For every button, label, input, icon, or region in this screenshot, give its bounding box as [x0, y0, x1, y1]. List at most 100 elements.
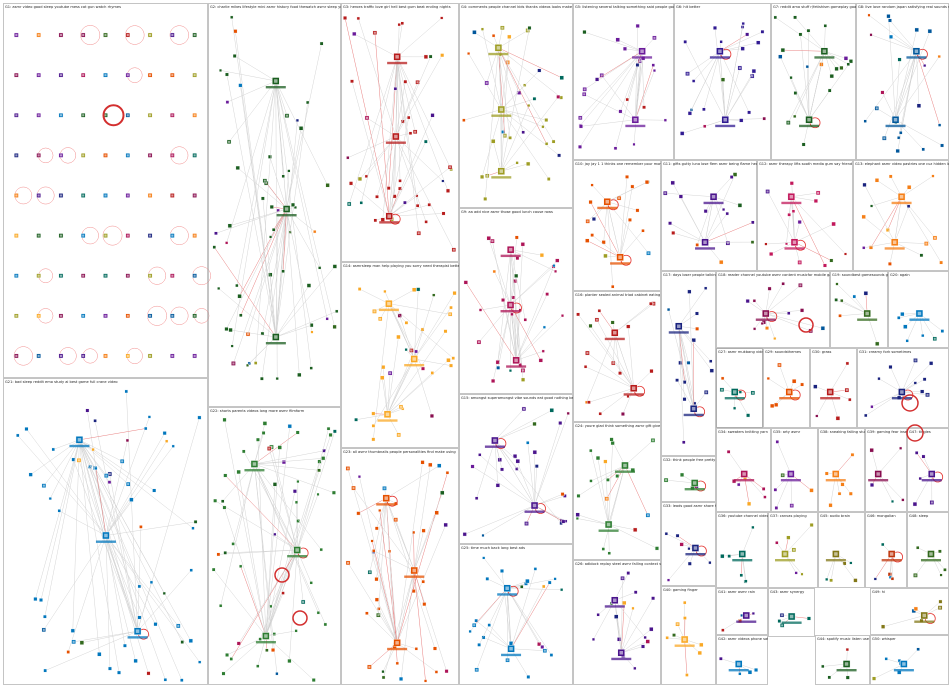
node [801, 142, 806, 147]
edge [254, 423, 266, 465]
edge [105, 440, 128, 536]
node-glyph [104, 234, 107, 237]
hub-label-bar [836, 669, 857, 672]
node [905, 339, 909, 343]
panel-label: G40: gaming finger [663, 588, 698, 592]
edge [829, 391, 839, 419]
node [57, 509, 61, 513]
node [613, 146, 618, 151]
self-loop-edge [13, 346, 33, 366]
node-glyph [171, 33, 174, 37]
node [538, 358, 543, 363]
edge [296, 549, 304, 602]
node-glyph [149, 33, 152, 37]
node [781, 282, 785, 286]
panel-label: G41: asmr asmr rain [718, 590, 755, 594]
edge [81, 630, 138, 643]
edge [464, 505, 535, 535]
node [392, 194, 397, 199]
panel-g43: G43: asmr synergy [768, 588, 815, 637]
edge [891, 553, 893, 579]
node [357, 176, 363, 182]
node [287, 658, 292, 664]
panel-g28 [716, 348, 763, 428]
node [938, 599, 943, 604]
hub-label-bar [488, 52, 509, 56]
node [835, 416, 841, 421]
node [416, 287, 421, 292]
edge [501, 109, 504, 133]
node [939, 260, 944, 265]
edge [374, 32, 390, 217]
node [357, 287, 362, 291]
node [823, 24, 828, 28]
node [721, 628, 725, 632]
node [268, 272, 273, 277]
panel-label: G15: amongst superamongst vibe sounds ea… [461, 396, 601, 400]
node [691, 338, 696, 343]
edge [254, 463, 334, 493]
node [520, 242, 525, 247]
edge [621, 629, 652, 653]
edge [673, 232, 706, 243]
edge [498, 47, 562, 78]
edge [895, 31, 931, 120]
node-glyph [491, 240, 494, 243]
node [546, 177, 551, 181]
edge [79, 439, 166, 680]
node-glyph [525, 522, 528, 525]
node [628, 217, 632, 222]
node [556, 94, 561, 99]
node-glyph [127, 483, 130, 486]
edge [26, 428, 107, 536]
node [914, 27, 919, 33]
node [346, 156, 350, 160]
node [482, 556, 486, 560]
node [687, 289, 692, 294]
edge [743, 473, 750, 504]
node [626, 324, 631, 329]
hub-node-glyph [493, 438, 497, 443]
node [861, 214, 866, 219]
edge [478, 588, 508, 645]
node [940, 329, 945, 333]
node [672, 633, 676, 637]
node [219, 68, 223, 72]
node [501, 298, 506, 303]
node [848, 491, 853, 496]
node [643, 635, 647, 640]
node [198, 660, 202, 664]
edge [780, 56, 810, 120]
node [875, 341, 880, 346]
node [591, 637, 596, 641]
panel-border [810, 348, 857, 428]
node-glyph [263, 179, 266, 182]
panel-g14: G14: asmrsleep man help playing you sorr… [341, 262, 459, 448]
node [325, 317, 329, 321]
hub-node-glyph [900, 390, 904, 394]
node-glyph [522, 407, 525, 410]
node [745, 32, 750, 37]
hub-node-glyph [104, 533, 108, 538]
edge [388, 289, 415, 304]
panel-label: G4: comments people channel kids thanks … [461, 5, 602, 9]
node [828, 503, 833, 508]
edge [265, 484, 276, 637]
node-glyph [82, 33, 85, 37]
panel-border [830, 271, 888, 348]
edge [254, 463, 320, 471]
node [225, 241, 229, 245]
edge [79, 439, 183, 681]
hub-label-bar [604, 337, 625, 341]
node [652, 69, 656, 73]
hub-node-glyph [606, 522, 611, 527]
edge [607, 201, 613, 287]
edge [480, 304, 511, 311]
panel-g34: G34: sweaters knitting yarn [716, 428, 771, 512]
node [901, 498, 905, 502]
node [428, 462, 433, 467]
edge [793, 211, 795, 243]
node [793, 114, 797, 118]
node [235, 283, 239, 288]
node [874, 178, 880, 183]
